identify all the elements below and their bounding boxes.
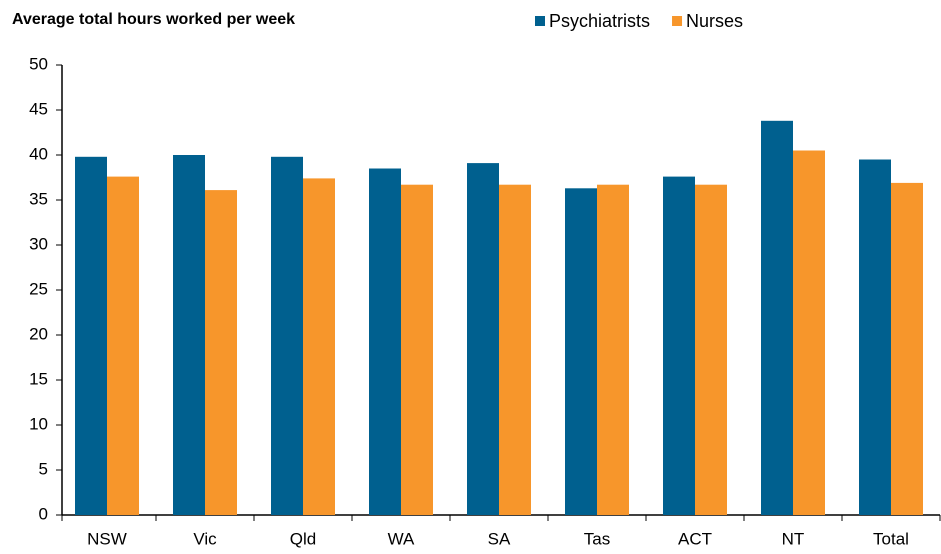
bar [107,176,139,515]
bar [761,120,793,516]
x-tick-label: Qld [290,529,316,548]
y-tick-label: 25 [29,279,48,298]
bar [303,178,335,515]
y-tick-label: 50 [29,54,48,73]
chart-title: Average total hours worked per week [12,11,295,28]
bar [499,184,531,515]
bar [891,182,923,515]
bar [663,176,695,515]
bar [793,150,825,515]
y-tick-label: 40 [29,144,48,163]
bar [75,156,107,516]
y-tick-label: 30 [29,234,48,253]
legend-label: Nurses [686,11,743,31]
legend-label: Psychiatrists [549,11,650,31]
bar [173,155,205,515]
bar [597,184,629,515]
bar [369,168,401,515]
bar [401,184,433,515]
bar [205,190,237,515]
bar [565,188,597,516]
y-tick-label: 35 [29,189,48,208]
y-tick-label: 0 [39,504,48,523]
x-tick-label: WA [388,529,415,548]
x-tick-label: SA [488,529,511,548]
x-tick-label: ACT [678,529,712,548]
x-tick-label: NSW [87,529,127,548]
y-tick-label: 10 [29,414,48,433]
x-tick-label: Tas [584,529,610,548]
x-tick-label: Total [873,529,909,548]
x-tick-label: NT [782,529,805,548]
bar [467,163,499,515]
y-tick-label: 15 [29,369,48,388]
bar [271,156,303,516]
y-tick-label: 5 [39,459,48,478]
y-tick-label: 20 [29,324,48,343]
legend-swatch [672,16,683,26]
legend-swatch [535,16,545,26]
bar [695,184,727,515]
x-tick-label: Vic [193,529,217,548]
bar [859,159,891,515]
y-tick-label: 45 [29,99,48,118]
